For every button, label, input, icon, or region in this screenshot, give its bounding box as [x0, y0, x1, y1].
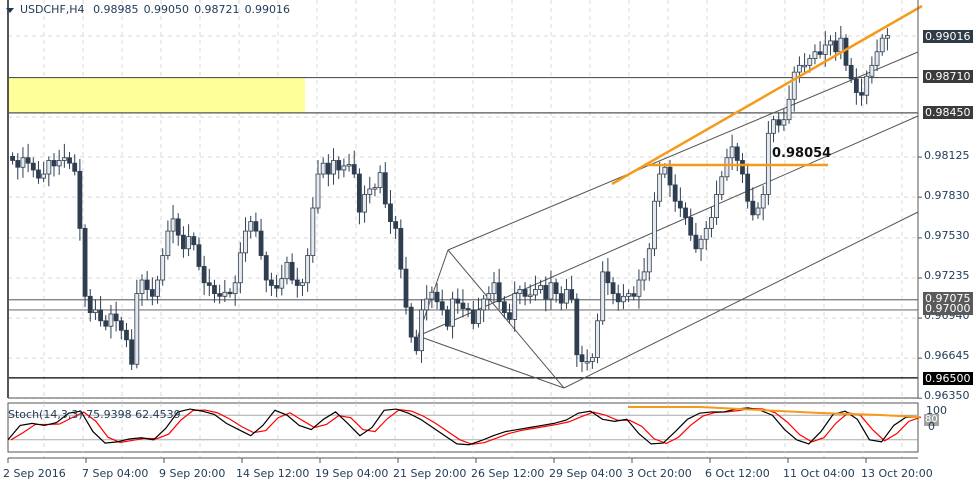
stoch-scale-bottom: 0: [928, 420, 935, 433]
stochastic-title: Stoch(14,3,3) 75.9398 62.4539: [8, 408, 181, 421]
level-price-label: 0.97075: [923, 292, 973, 305]
high-value: 0.99050: [143, 3, 190, 16]
close-value: 0.99016: [244, 3, 291, 16]
price-tick: 0.98125: [924, 149, 970, 162]
time-tick: 13 Oct 20:00: [861, 467, 933, 480]
time-tick: 2 Sep 2016: [3, 467, 66, 480]
time-tick: 21 Sep 20:00: [393, 467, 467, 480]
chart-header: USDCHF,H4 0.98985 0.99050 0.98721 0.99016: [6, 3, 295, 16]
time-tick: 3 Oct 20:00: [627, 467, 692, 480]
time-tick: 14 Sep 12:00: [236, 467, 310, 480]
stoch-level-80: 80: [924, 414, 939, 426]
price-tick: 0.97830: [924, 189, 970, 202]
low-value: 0.98721: [194, 3, 240, 16]
level-price-label: 0.96500: [923, 372, 973, 385]
stoch-scale-top: 100: [926, 404, 947, 417]
price-tick: 0.97530: [924, 229, 970, 242]
level-price-label: 0.97000: [923, 302, 973, 315]
price-tick: 0.96350: [924, 389, 970, 402]
time-tick: 26 Sep 12:00: [471, 467, 545, 480]
time-tick: 29 Sep 04:00: [549, 467, 623, 480]
level-annotation: 0.98054: [772, 146, 832, 161]
open-value: 0.98985: [93, 3, 139, 16]
symbol-label: USDCHF,H4: [20, 3, 85, 16]
time-tick: 19 Sep 04:00: [315, 467, 389, 480]
time-tick: 11 Oct 04:00: [783, 467, 855, 480]
price-tick: 0.96645: [924, 349, 970, 362]
level-price-label: 0.98450: [923, 106, 973, 119]
time-tick: 6 Oct 12:00: [705, 467, 770, 480]
current-price-label: 0.99016: [923, 30, 973, 43]
time-tick: 7 Sep 04:00: [82, 467, 149, 480]
price-tick: 0.97235: [924, 269, 970, 282]
collapse-arrow-icon[interactable]: [6, 7, 14, 13]
time-tick: 9 Sep 20:00: [159, 467, 226, 480]
level-price-label: 0.98710: [923, 70, 973, 83]
